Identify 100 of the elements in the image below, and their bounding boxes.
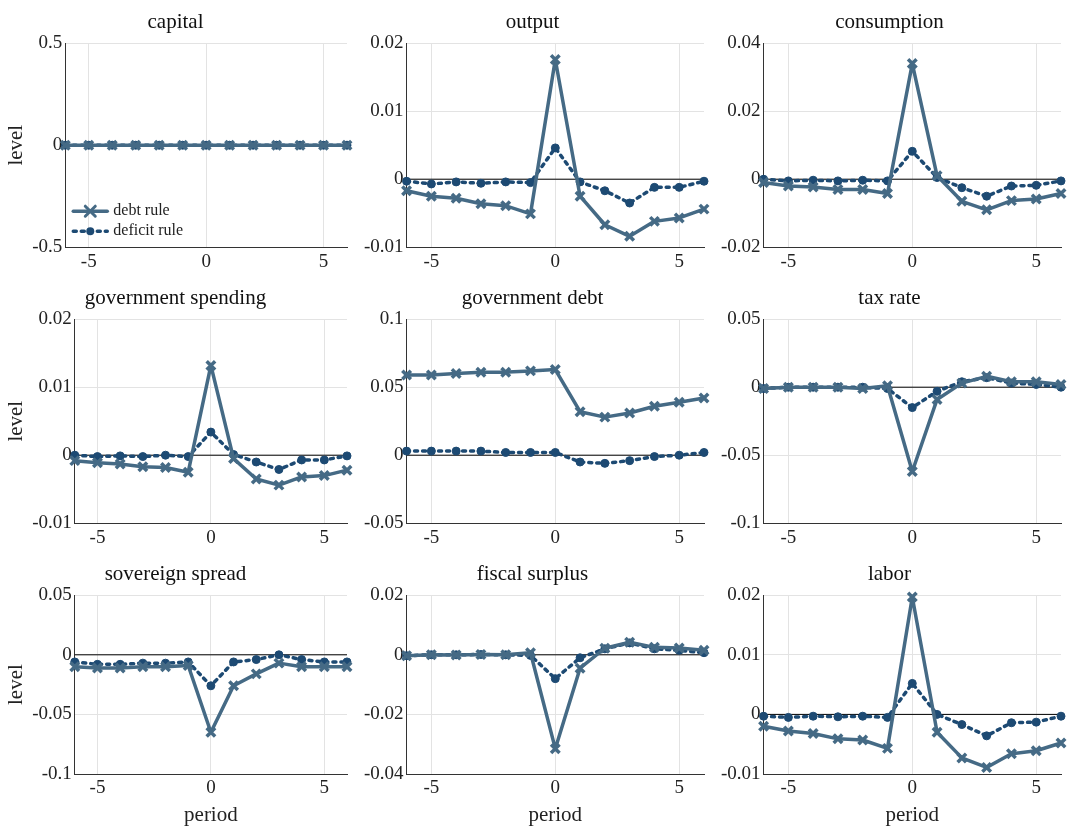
point <box>698 644 710 657</box>
point <box>476 446 486 456</box>
point <box>206 681 216 691</box>
point <box>574 405 587 418</box>
point <box>673 211 686 224</box>
point <box>426 179 436 189</box>
y-tick-label: -0.05 <box>32 702 72 724</box>
x-tick-label: 5 <box>674 249 684 271</box>
x-tick-label: -5 <box>780 776 797 798</box>
x-tick-label: 5 <box>318 249 329 271</box>
y-tick-label: 0 <box>394 642 404 664</box>
x-tick-label: -5 <box>423 776 440 798</box>
point <box>623 230 636 243</box>
x-tick-label: -5 <box>89 525 106 547</box>
x-tick-label: 0 <box>907 249 918 271</box>
point <box>907 403 917 413</box>
point <box>906 57 919 70</box>
point <box>931 393 944 406</box>
y-tick-label: 0 <box>52 133 63 155</box>
y-tick-label: -0.05 <box>364 511 404 533</box>
point <box>625 198 635 208</box>
point <box>526 178 535 188</box>
point <box>251 655 261 665</box>
point <box>881 379 894 392</box>
point <box>450 192 463 205</box>
point <box>931 169 944 182</box>
chart-title: output <box>505 9 560 34</box>
legend-label: deficit rule <box>113 221 184 239</box>
point <box>808 711 818 721</box>
point <box>980 203 993 216</box>
y-tick-label: -0.04 <box>364 761 405 783</box>
point <box>957 183 967 193</box>
point <box>342 451 352 461</box>
x-tick-label: -5 <box>80 249 97 271</box>
x-tick-label: 5 <box>674 776 684 798</box>
point <box>204 359 217 372</box>
point <box>881 187 894 200</box>
point <box>907 678 917 688</box>
point <box>499 366 512 379</box>
point <box>425 368 438 381</box>
y-tick-label: 0 <box>751 375 761 397</box>
x-tick-label: -5 <box>423 249 440 271</box>
point <box>1005 194 1018 207</box>
y-tick-label: 0.02 <box>370 583 404 605</box>
point <box>1056 711 1066 721</box>
point <box>699 447 709 457</box>
point <box>136 460 149 473</box>
point <box>501 447 511 457</box>
point <box>982 191 992 201</box>
point <box>1030 375 1043 388</box>
point <box>227 452 240 465</box>
y-tick-label: -0.05 <box>721 443 761 465</box>
point <box>574 190 587 203</box>
point <box>114 458 127 471</box>
point <box>138 452 148 462</box>
x-tick-label: 0 <box>550 525 561 547</box>
point <box>319 455 329 465</box>
point <box>673 641 686 654</box>
point <box>68 660 81 673</box>
point <box>161 450 171 460</box>
point <box>833 712 843 722</box>
x-tick-label: 5 <box>319 776 330 798</box>
point <box>204 726 217 739</box>
point <box>476 178 486 188</box>
point <box>782 180 795 192</box>
point <box>932 386 942 396</box>
point <box>402 446 412 456</box>
point <box>957 720 967 730</box>
point <box>1056 176 1066 186</box>
legend-label: debt rule <box>113 201 170 219</box>
point <box>856 183 869 196</box>
point <box>318 660 331 673</box>
point <box>402 176 412 186</box>
point <box>881 742 894 755</box>
point <box>649 452 659 462</box>
y-tick-label: 0.01 <box>370 99 404 121</box>
point <box>831 732 844 745</box>
point <box>229 657 239 667</box>
point <box>1055 737 1067 749</box>
point <box>450 367 463 380</box>
point <box>425 190 438 203</box>
point <box>136 660 149 673</box>
y-tick-label: 0.05 <box>727 307 761 329</box>
point <box>649 182 659 192</box>
point <box>600 458 610 468</box>
y-tick-label: 0.04 <box>727 31 762 53</box>
point <box>856 734 869 747</box>
y-tick-label: 0 <box>751 702 761 724</box>
point <box>1031 717 1041 727</box>
y-tick-label: -0.1 <box>41 761 72 783</box>
chart-title: government spending <box>84 285 267 310</box>
y-axis-title: level <box>3 400 28 442</box>
point <box>524 364 537 377</box>
point <box>980 761 993 774</box>
y-tick-label: -0.5 <box>32 235 63 257</box>
x-tick-label: -5 <box>780 525 797 547</box>
point <box>600 186 610 196</box>
point <box>1005 747 1018 760</box>
point <box>549 742 562 755</box>
point <box>698 392 710 405</box>
